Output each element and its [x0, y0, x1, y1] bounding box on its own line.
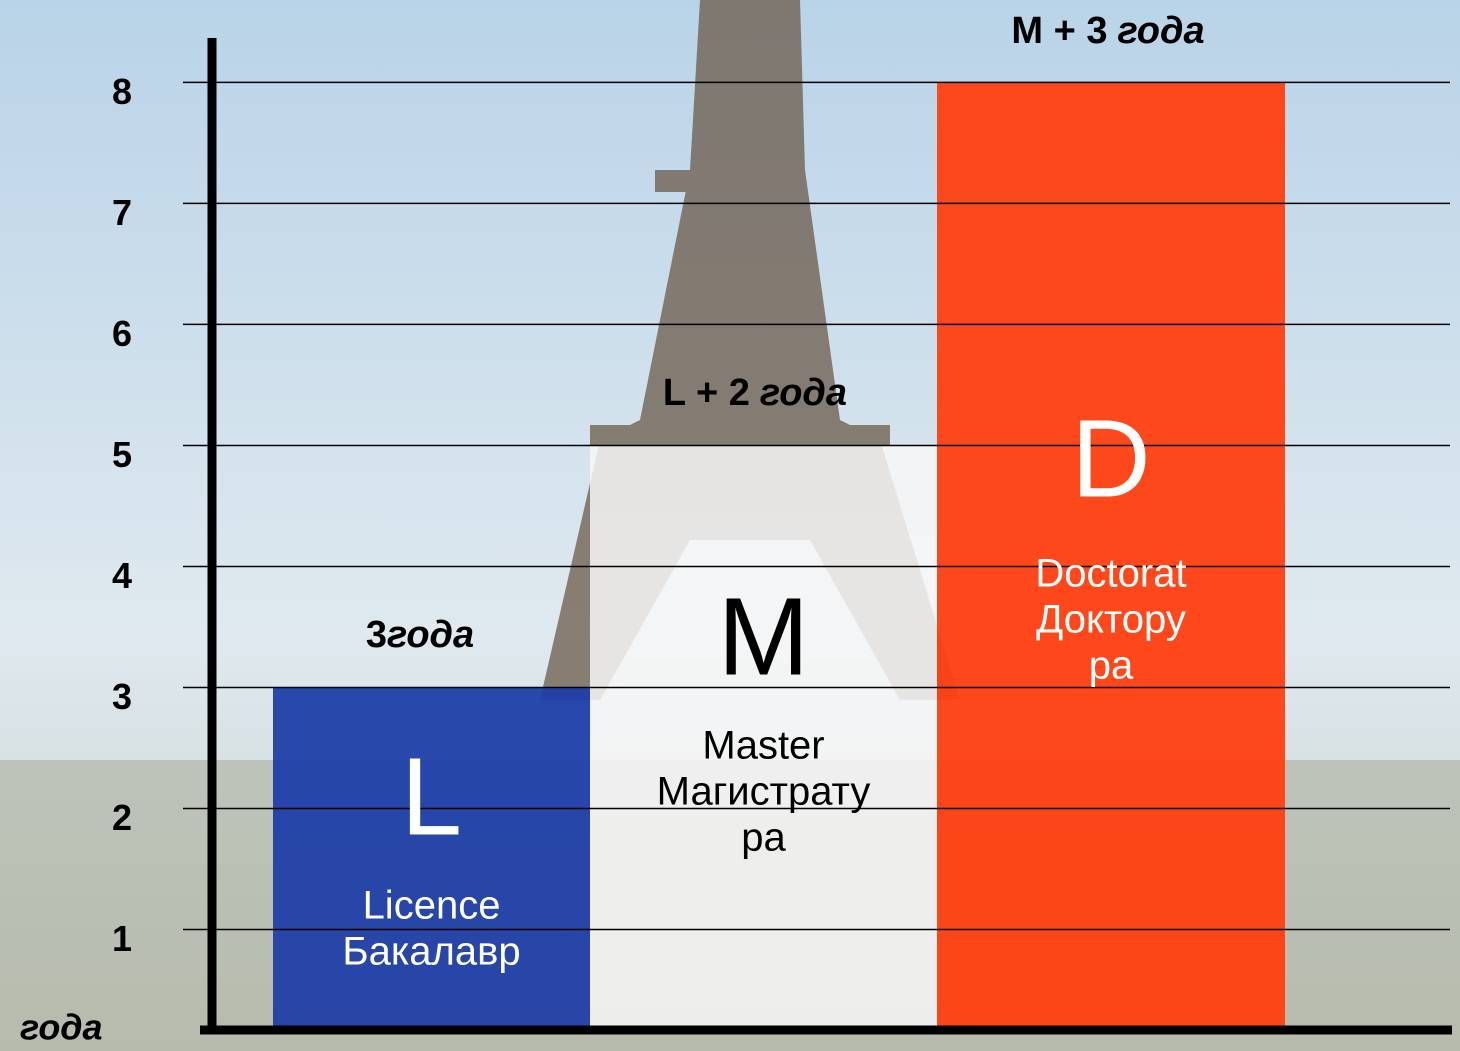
- annotation-unit: года: [760, 372, 847, 414]
- annotation-prefix: L + 2: [663, 372, 750, 414]
- bar-description: Doctorat: [1035, 552, 1186, 596]
- bar-letter: D: [1071, 397, 1150, 520]
- bar: [273, 687, 590, 1030]
- bar-letter: L: [401, 736, 462, 859]
- bar: [590, 445, 937, 1031]
- bar-description: ра: [1089, 644, 1134, 688]
- y-tick-label: 1: [112, 918, 132, 959]
- annotation-prefix: 3: [366, 614, 387, 656]
- y-tick-label: 2: [112, 797, 132, 838]
- bar-description: ра: [741, 816, 786, 860]
- annotation-prefix: M + 3: [1011, 10, 1107, 52]
- bar-letter: M: [718, 576, 810, 699]
- y-tick-label: 8: [112, 71, 132, 112]
- y-axis-label: года: [20, 1007, 103, 1048]
- bar-description: Licence: [363, 884, 501, 928]
- bar-annotation: 3года: [366, 614, 474, 656]
- bar-annotation: M + 3 года: [1011, 10, 1204, 52]
- annotation-unit: года: [1117, 10, 1204, 52]
- y-tick-label: 7: [112, 192, 132, 233]
- bar-annotation: L + 2 года: [663, 372, 847, 414]
- y-tick-label: 5: [112, 434, 132, 475]
- bar-description: Master: [702, 724, 824, 768]
- bar-description: Бакалавр: [342, 930, 520, 974]
- bar-description: Доктору: [1036, 598, 1186, 642]
- y-tick-label: 6: [112, 313, 132, 354]
- y-tick-label: 4: [112, 555, 132, 596]
- bar-description: Магистрату: [657, 770, 871, 814]
- bar: [937, 82, 1285, 1030]
- annotation-unit: года: [387, 614, 474, 656]
- y-tick-label: 3: [112, 676, 132, 717]
